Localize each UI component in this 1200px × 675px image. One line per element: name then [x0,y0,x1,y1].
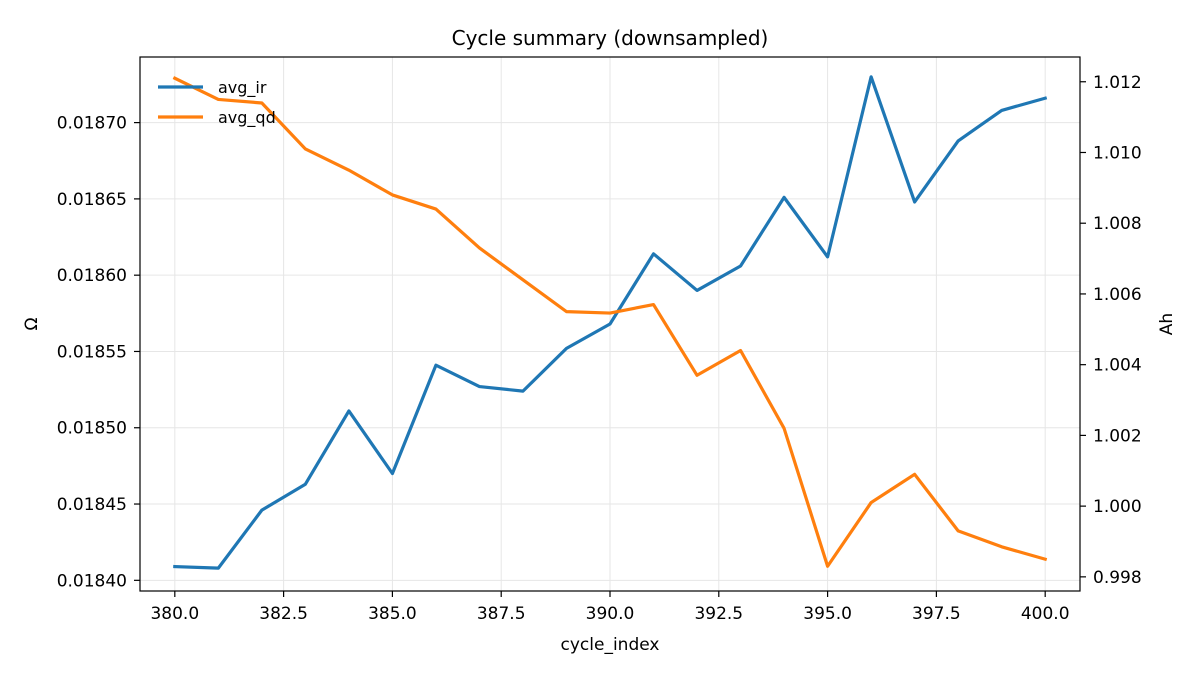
y-left-tick-label: 0.01845 [57,495,127,515]
legend: avg_ir avg_qd [158,78,276,128]
y-left-tick-label: 0.01865 [57,190,127,210]
chart-title: Cycle summary (downsampled) [452,26,769,50]
y-left-tick-label: 0.01850 [57,419,127,439]
y-left-tick-label: 0.01855 [57,342,127,362]
x-axis-title: cycle_index [561,635,660,655]
series-line-avg-qd [172,76,1048,568]
y-right-tick-label: 1.010 [1093,143,1142,163]
x-tick-label: 400.0 [1021,604,1070,624]
legend-label-avg-qd: avg_qd [218,108,276,128]
series-layer [172,75,1048,570]
x-tick-label: 387.5 [477,604,526,624]
y-left-tick-label: 0.01870 [57,114,127,134]
y-right-tick-label: 1.012 [1093,73,1142,93]
y-right-tick-label: 0.998 [1093,568,1142,588]
y-right-tick-label: 1.000 [1093,497,1142,517]
ticks: 380.0 382.5 385.0 387.5 390.0 392.5 395.0 397.5… [57,73,1142,624]
y-right-tick-label: 1.006 [1093,285,1142,305]
y-right-tick-label: 1.002 [1093,426,1142,446]
x-tick-label: 392.5 [694,604,743,624]
y-right-tick-label: 1.008 [1093,214,1142,234]
x-tick-label: 395.0 [803,604,852,624]
legend-label-avg-ir: avg_ir [218,78,267,98]
x-tick-label: 390.0 [586,604,635,624]
y-left-tick-label: 0.01860 [57,266,127,286]
series-line-avg-ir [173,75,1048,570]
x-tick-label: 382.5 [259,604,308,624]
x-tick-label: 397.5 [912,604,961,624]
y-left-tick-label: 0.01840 [57,571,127,591]
y-axis-right-title: Ah [1157,313,1177,335]
grid [140,57,1080,591]
x-tick-label: 380.0 [150,604,199,624]
x-tick-label: 385.0 [368,604,417,624]
y-right-tick-label: 1.004 [1093,356,1142,376]
y-axis-left-title: Ω [22,318,42,331]
